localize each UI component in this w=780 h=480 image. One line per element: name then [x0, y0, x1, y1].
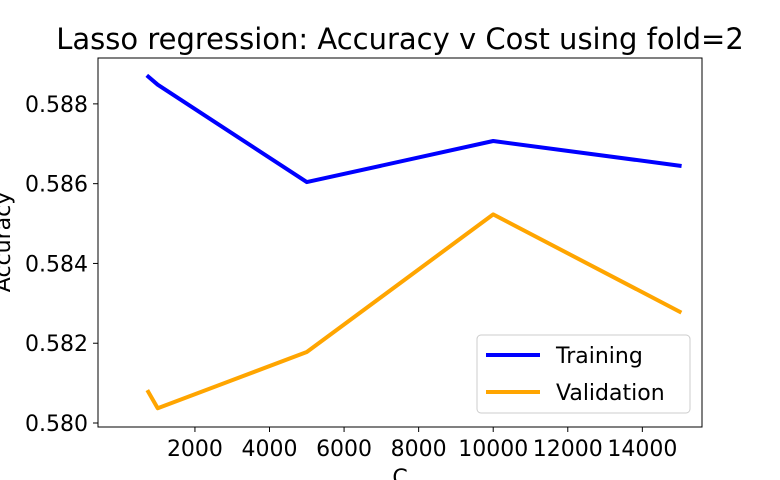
series-line-training	[145, 73, 682, 185]
chart-title: Lasso regression: Accuracy v Cost using …	[56, 22, 744, 56]
x-tick-label: 6000	[316, 437, 372, 462]
x-tick-label: 14000	[607, 437, 677, 462]
legend-label-validation: Validation	[556, 381, 665, 406]
legend-label-training: Training	[555, 344, 643, 369]
x-tick-label: 2000	[167, 437, 223, 462]
x-tick-label: 8000	[391, 437, 447, 462]
legend: Training Validation	[476, 334, 691, 414]
y-tick-label: 0.584	[25, 252, 88, 277]
y-tick-label: 0.582	[25, 332, 88, 357]
y-tick-label: 0.588	[25, 93, 88, 118]
series-line-validation	[145, 212, 683, 411]
y-tick-label: 0.580	[25, 412, 88, 437]
x-tick-label: 10000	[458, 437, 528, 462]
y-axis-label: Accuracy	[0, 192, 16, 292]
plot-area-frame	[97, 57, 703, 428]
x-axis-label: C	[392, 466, 407, 480]
x-tick-label: 4000	[242, 437, 298, 462]
x-tick-label: 12000	[533, 437, 603, 462]
y-tick-label: 0.586	[25, 173, 88, 198]
